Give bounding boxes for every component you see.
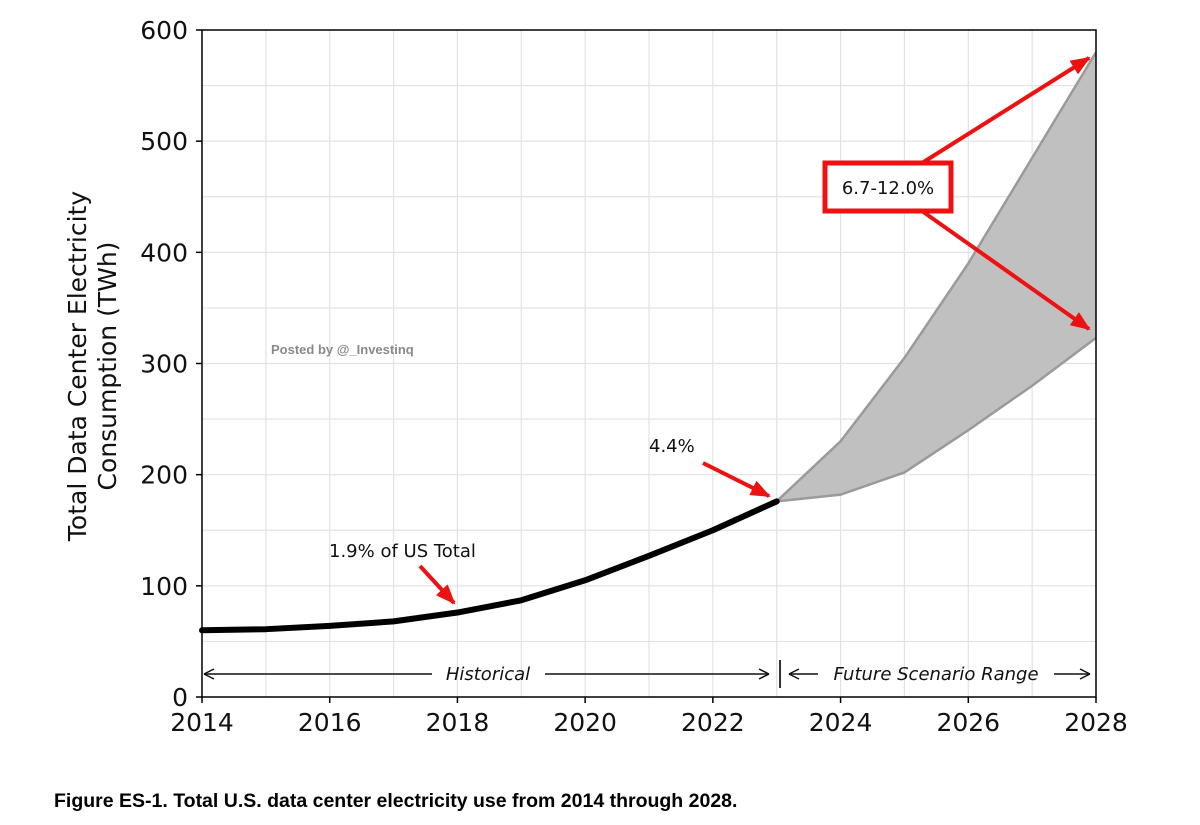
y-tick-label: 400: [140, 238, 188, 267]
annotation-share-2023: 4.4%: [649, 436, 695, 457]
watermark: Posted by @_Investinq: [271, 342, 414, 357]
x-tick-label: 2018: [426, 708, 490, 737]
arrow-2028-upper: [920, 56, 1091, 165]
historical-range-indicator: Historical: [203, 664, 770, 685]
y-tick-label: 300: [140, 350, 188, 379]
x-tick-label: 2022: [681, 708, 745, 737]
arrow-2018: [418, 564, 456, 605]
arrow-2023: [702, 461, 771, 498]
x-tick-label: 2024: [809, 708, 873, 737]
y-axis-label-line1: Total Data Center Electricity: [63, 191, 92, 542]
annotation-us-total: 1.9% of US Total: [329, 541, 476, 562]
future-label: Future Scenario Range: [833, 664, 1038, 685]
scenario-range: [775, 51, 1098, 503]
y-tick-label: 500: [140, 127, 188, 156]
x-tick-label: 2028: [1064, 708, 1128, 737]
y-tick-label: 100: [140, 572, 188, 601]
historical-label: Historical: [446, 664, 530, 685]
figure-caption: Figure ES-1. Total U.S. data center elec…: [54, 790, 738, 812]
annotation-box-2028: [822, 160, 954, 214]
y-tick-label: 0: [172, 683, 188, 712]
scenario-upper-bound: [775, 51, 1098, 503]
x-tick-label: 2014: [170, 708, 234, 737]
chart: 2014 2016 2018 2020 2022 2024 2026 2028 0 100 200 3…: [63, 16, 1128, 737]
scenario-band: [776, 52, 1096, 502]
y-tick-label: 200: [140, 461, 188, 490]
y-tick-label: 600: [140, 16, 188, 45]
axis-ticks: 2014 2016 2018 2020 2022 2024 2026 2028 0 100 200 3…: [140, 16, 1128, 737]
series-line: [199, 498, 780, 634]
y-axis-label-line2: Consumption (TWh): [93, 242, 122, 491]
historical-series: [199, 498, 780, 634]
scenario-lower-bound: [776, 336, 1097, 503]
x-tick-label: 2020: [553, 708, 617, 737]
annotation-share-2028: 6.7-12.0%: [842, 178, 934, 199]
arrow-2028-lower: [920, 209, 1091, 331]
x-tick-label: 2016: [298, 708, 362, 737]
future-range-indicator: Future Scenario Range: [788, 664, 1091, 685]
x-tick-label: 2026: [936, 708, 1000, 737]
